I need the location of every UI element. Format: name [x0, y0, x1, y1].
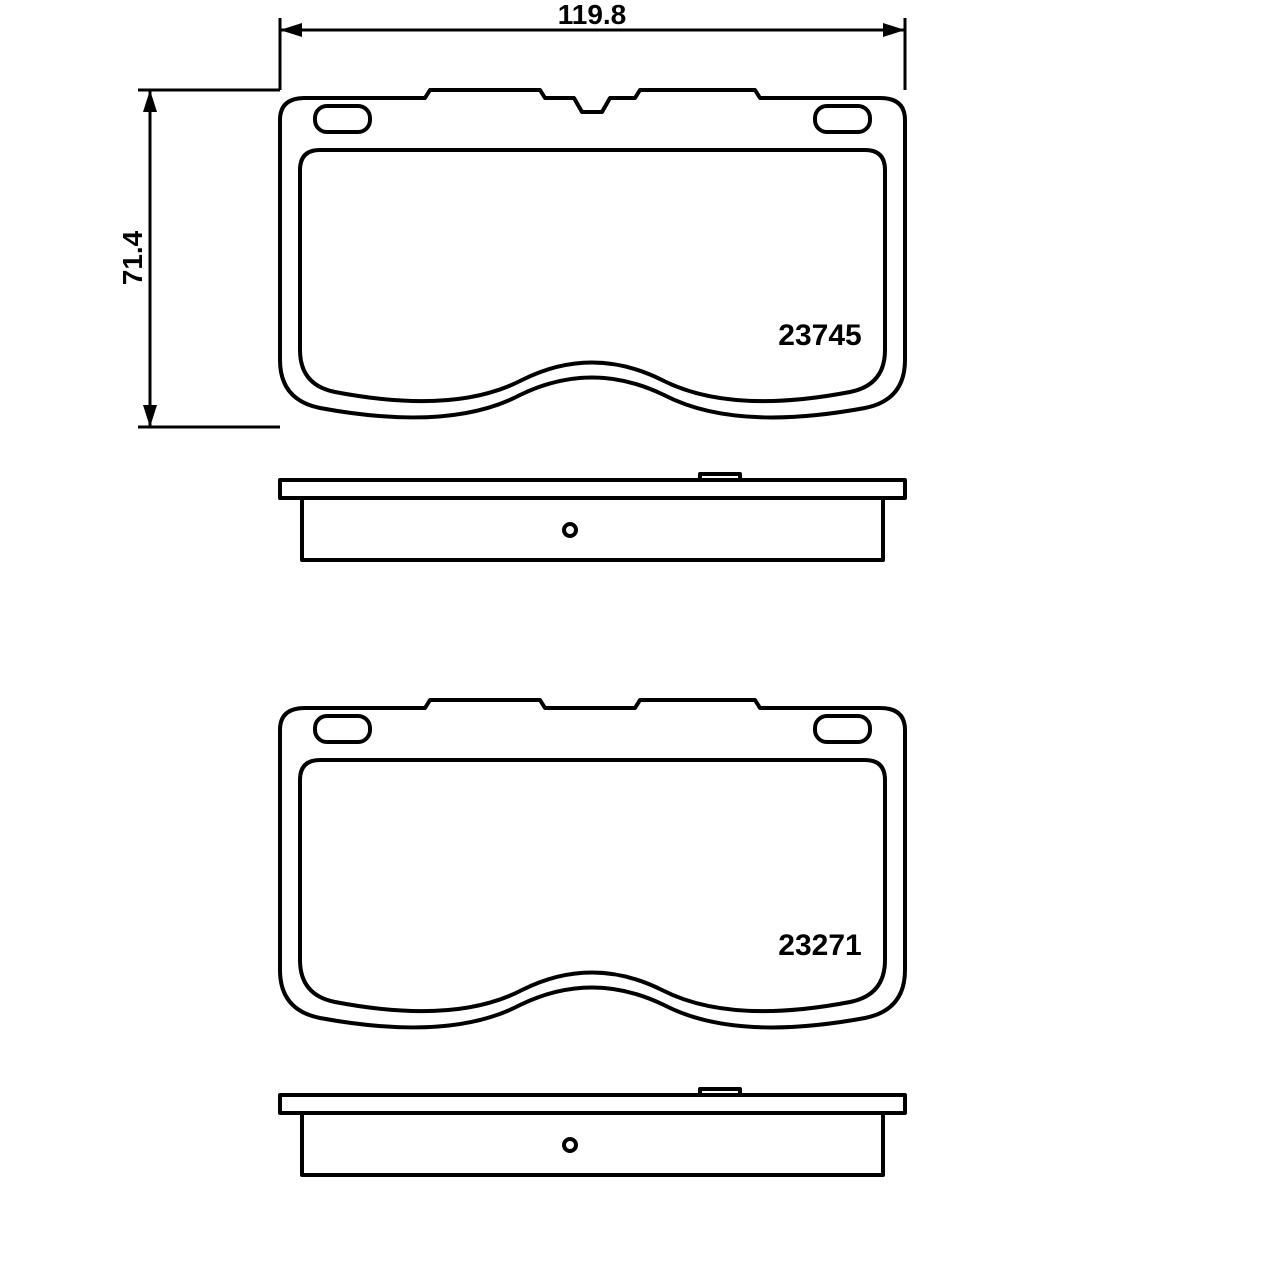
bottom-pad-side: [280, 1089, 905, 1175]
top-pad-side: [280, 474, 905, 560]
width-dimension: 119.8: [280, 0, 905, 90]
top-pad-front: 23745: [280, 90, 905, 417]
bottom-pad-front: 23271: [280, 700, 905, 1027]
drawing-svg: 119.8 71.4 23745 2: [0, 0, 1275, 1275]
top-pad-label: 23745: [778, 319, 861, 352]
width-label: 119.8: [558, 0, 627, 30]
bottom-pad-label: 23271: [778, 929, 861, 962]
height-dimension: 71.4: [117, 90, 280, 427]
height-label: 71.4: [117, 230, 148, 285]
technical-drawing: 119.8 71.4 23745 2: [0, 0, 1275, 1275]
